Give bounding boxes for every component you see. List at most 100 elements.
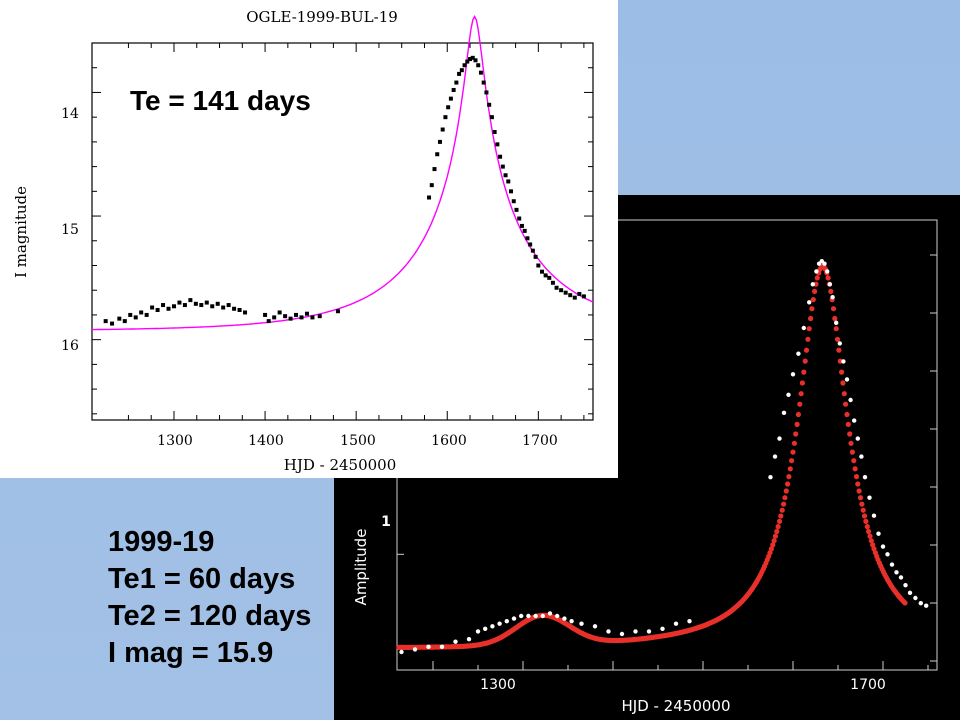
- ogle-y-label: I magnitude: [12, 186, 30, 278]
- amplitude-data-point: [810, 282, 815, 287]
- amplitude-model-point: [813, 281, 819, 287]
- amplitude-data-point: [898, 575, 904, 580]
- amplitude-model-point: [852, 466, 858, 472]
- amplitude-data-point: [852, 418, 857, 423]
- amplitude-data-point: [466, 636, 472, 642]
- ogle-data-point: [451, 87, 456, 92]
- amplitude-model-point: [782, 495, 788, 501]
- amplitude-model-point: [866, 528, 872, 535]
- ogle-data-point: [283, 314, 288, 319]
- amplitude-model-point: [844, 411, 850, 418]
- amplitude-y-tick-1: 1: [381, 514, 391, 530]
- amplitude-model-point: [778, 513, 784, 519]
- amplitude-model-point: [781, 501, 787, 507]
- ogle-data-point: [429, 183, 434, 188]
- amplitude-model-point: [799, 380, 805, 386]
- amplitude-axis-labels: 1300 1700 HJD - 2450000 Amplitude 1: [352, 514, 886, 715]
- amplitude-model-point: [785, 481, 791, 487]
- amplitude-data-point: [918, 600, 923, 606]
- amplitude-data-points: [399, 258, 929, 655]
- ogle-data-point: [150, 305, 155, 310]
- amplitude-data-point: [855, 436, 860, 441]
- ogle-data-point: [500, 164, 505, 169]
- ogle-data-point: [572, 295, 577, 300]
- ogle-data-point: [335, 309, 340, 314]
- amplitude-y-label: Amplitude: [352, 529, 370, 606]
- ogle-data-point: [272, 315, 277, 320]
- amplitude-model-point: [790, 449, 796, 455]
- amplitude-model-point: [775, 524, 781, 530]
- amplitude-data-point: [894, 570, 899, 575]
- ogle-data-point: [528, 242, 533, 247]
- ogle-axis-labels: 1300 1400 1500 1600 1700 HJD - 2450000 1…: [12, 106, 558, 474]
- amplitude-model-point: [902, 600, 908, 606]
- ogle-data-point: [432, 167, 437, 172]
- amplitude-model-point: [798, 391, 804, 397]
- amplitude-data-point: [475, 629, 481, 634]
- ogle-data-point: [294, 312, 299, 317]
- amplitude-data-point: [907, 590, 913, 596]
- ogle-x-label: HJD - 2450000: [284, 456, 397, 474]
- ogle-data-point: [543, 273, 548, 278]
- amplitude-model-point: [832, 315, 838, 322]
- amplitude-model-point: [793, 431, 799, 437]
- ogle-data-point: [563, 290, 568, 295]
- ogle-data-point: [517, 216, 522, 221]
- amplitude-data-point: [844, 377, 850, 382]
- ogle-lightcurve-svg: OGLE-1999-BUL-19 Te = 141 days 1300 1400…: [12, 8, 594, 474]
- amplitude-data-point: [569, 618, 574, 624]
- amplitude-model-point: [805, 336, 811, 342]
- amplitude-model-point: [864, 524, 870, 530]
- amplitude-data-point: [837, 341, 842, 346]
- amplitude-model-point: [808, 315, 814, 322]
- amplitude-model-point: [870, 542, 876, 548]
- ogle-data-point: [144, 312, 149, 317]
- ogle-data-point: [581, 294, 586, 299]
- amplitude-model-point: [768, 546, 774, 552]
- summary-imag: I mag = 15.9: [108, 637, 274, 669]
- amplitude-model-point: [830, 306, 837, 312]
- amplitude-data-point: [841, 359, 846, 364]
- amplitude-data-point: [859, 454, 864, 459]
- ogle-data-point: [550, 280, 555, 285]
- amplitude-model-point: [791, 440, 797, 446]
- amplitude-x-label: HJD - 2450000: [621, 697, 730, 715]
- amplitude-data-point: [540, 613, 545, 619]
- amplitude-model-point: [868, 538, 874, 544]
- ogle-x-tick-1300: 1300: [157, 433, 193, 449]
- ogle-data-point: [481, 80, 486, 85]
- summary-te2: Te2 = 120 days: [108, 600, 312, 632]
- ogle-data-point: [509, 189, 514, 194]
- amplitude-model-curve: [396, 263, 908, 650]
- ogle-data-point: [435, 152, 440, 157]
- ogle-plot-frame: [91, 42, 594, 421]
- amplitude-data-point: [880, 544, 886, 549]
- ogle-data-point: [530, 248, 535, 253]
- amplitude-model-point: [859, 501, 865, 507]
- amplitude-data-point: [871, 513, 877, 518]
- ogle-data-point: [232, 306, 237, 311]
- ogle-data-point: [440, 127, 445, 132]
- amplitude-data-point: [562, 616, 567, 621]
- ogle-data-point: [547, 275, 552, 280]
- summary-te1: Te1 = 60 days: [108, 563, 296, 595]
- amplitude-data-point: [790, 372, 796, 377]
- ogle-data-point: [525, 236, 530, 241]
- amplitude-model-point: [849, 449, 856, 455]
- ogle-data-point: [559, 288, 564, 293]
- amplitude-data-point: [876, 531, 881, 536]
- ogle-data-point: [468, 57, 473, 62]
- amplitude-model-point: [834, 336, 841, 342]
- amplitude-model-point: [797, 401, 803, 407]
- amplitude-data-point: [822, 261, 827, 266]
- amplitude-model-point: [789, 458, 795, 464]
- ogle-data-point: [110, 321, 115, 326]
- amplitude-model-point: [833, 326, 839, 332]
- amplitude-model-point: [812, 288, 818, 294]
- amplitude-data-point: [807, 300, 812, 305]
- ogle-data-point: [155, 307, 160, 312]
- amplitude-data-point: [453, 639, 458, 644]
- te-annotation: Te = 141 days: [130, 85, 311, 116]
- ogle-data-point: [317, 314, 322, 319]
- ogle-data-point: [454, 80, 459, 85]
